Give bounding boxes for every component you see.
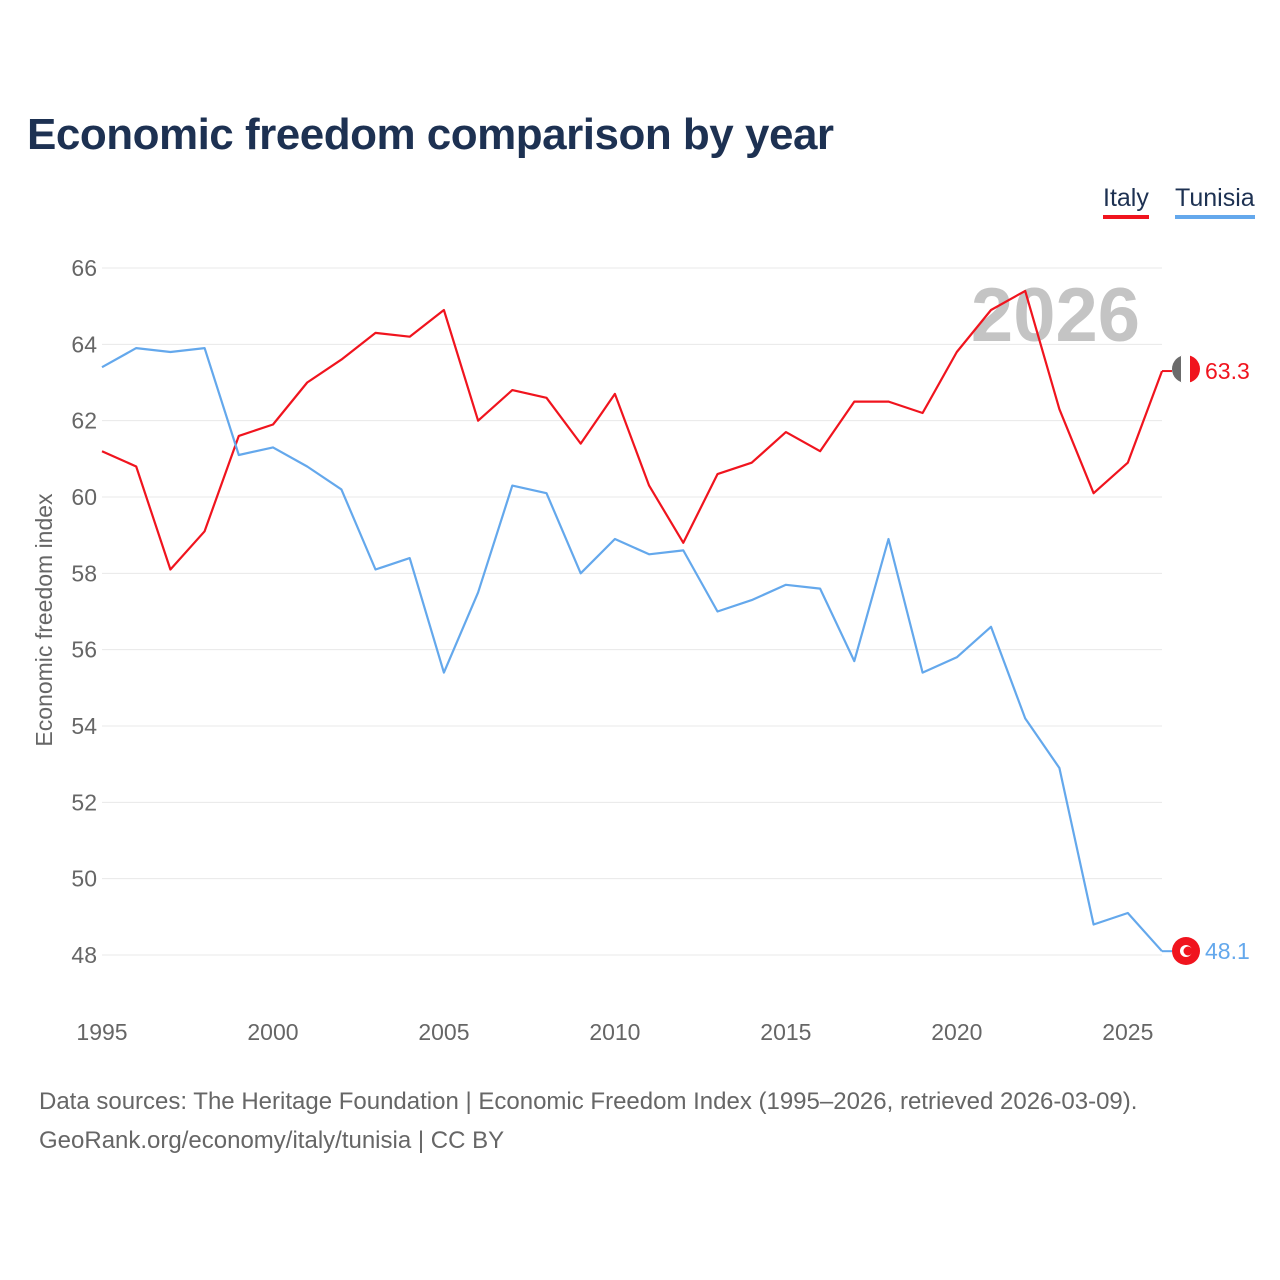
chart-title: Economic freedom comparison by year xyxy=(27,110,834,159)
x-tick-label: 2010 xyxy=(589,1019,640,1045)
y-tick-label: 66 xyxy=(71,255,97,281)
y-tick-label: 54 xyxy=(71,713,97,739)
y-tick-label: 64 xyxy=(71,331,97,357)
y-axis-label: Economic freedom index xyxy=(31,493,57,747)
legend-tunisia[interactable]: Tunisia xyxy=(1175,184,1255,219)
series-line-tunisia[interactable] xyxy=(101,347,1163,952)
y-tick-label: 56 xyxy=(71,637,97,663)
x-tick-label: 2025 xyxy=(1102,1019,1153,1045)
end-label-italy: 63.3 xyxy=(1205,358,1250,384)
y-tick-label: 52 xyxy=(71,789,97,815)
y-tick-label: 58 xyxy=(71,560,97,586)
legend-italy[interactable]: Italy xyxy=(1103,184,1149,219)
year-watermark: 2026 xyxy=(971,273,1140,358)
tunisia-flag-icon xyxy=(1172,937,1200,965)
source-line: Data sources: The Heritage Foundation | … xyxy=(39,1088,1138,1115)
x-tick-label: 2000 xyxy=(247,1019,298,1045)
x-tick-label: 2015 xyxy=(760,1019,811,1045)
y-tick-label: 62 xyxy=(71,408,97,434)
y-tick-label: 48 xyxy=(71,942,97,968)
x-tick-label: 1995 xyxy=(76,1019,127,1045)
y-tick-label: 50 xyxy=(71,866,97,892)
y-tick-label: 60 xyxy=(71,484,97,510)
source-link[interactable]: GeoRank.org/economy/italy/tunisia | CC B… xyxy=(39,1127,505,1154)
end-label-tunisia: 48.1 xyxy=(1205,938,1250,964)
italy-flag-icon xyxy=(1172,355,1200,383)
x-tick-label: 2020 xyxy=(931,1019,982,1045)
x-tick-label: 2005 xyxy=(418,1019,469,1045)
series-line-italy[interactable] xyxy=(101,289,1164,571)
